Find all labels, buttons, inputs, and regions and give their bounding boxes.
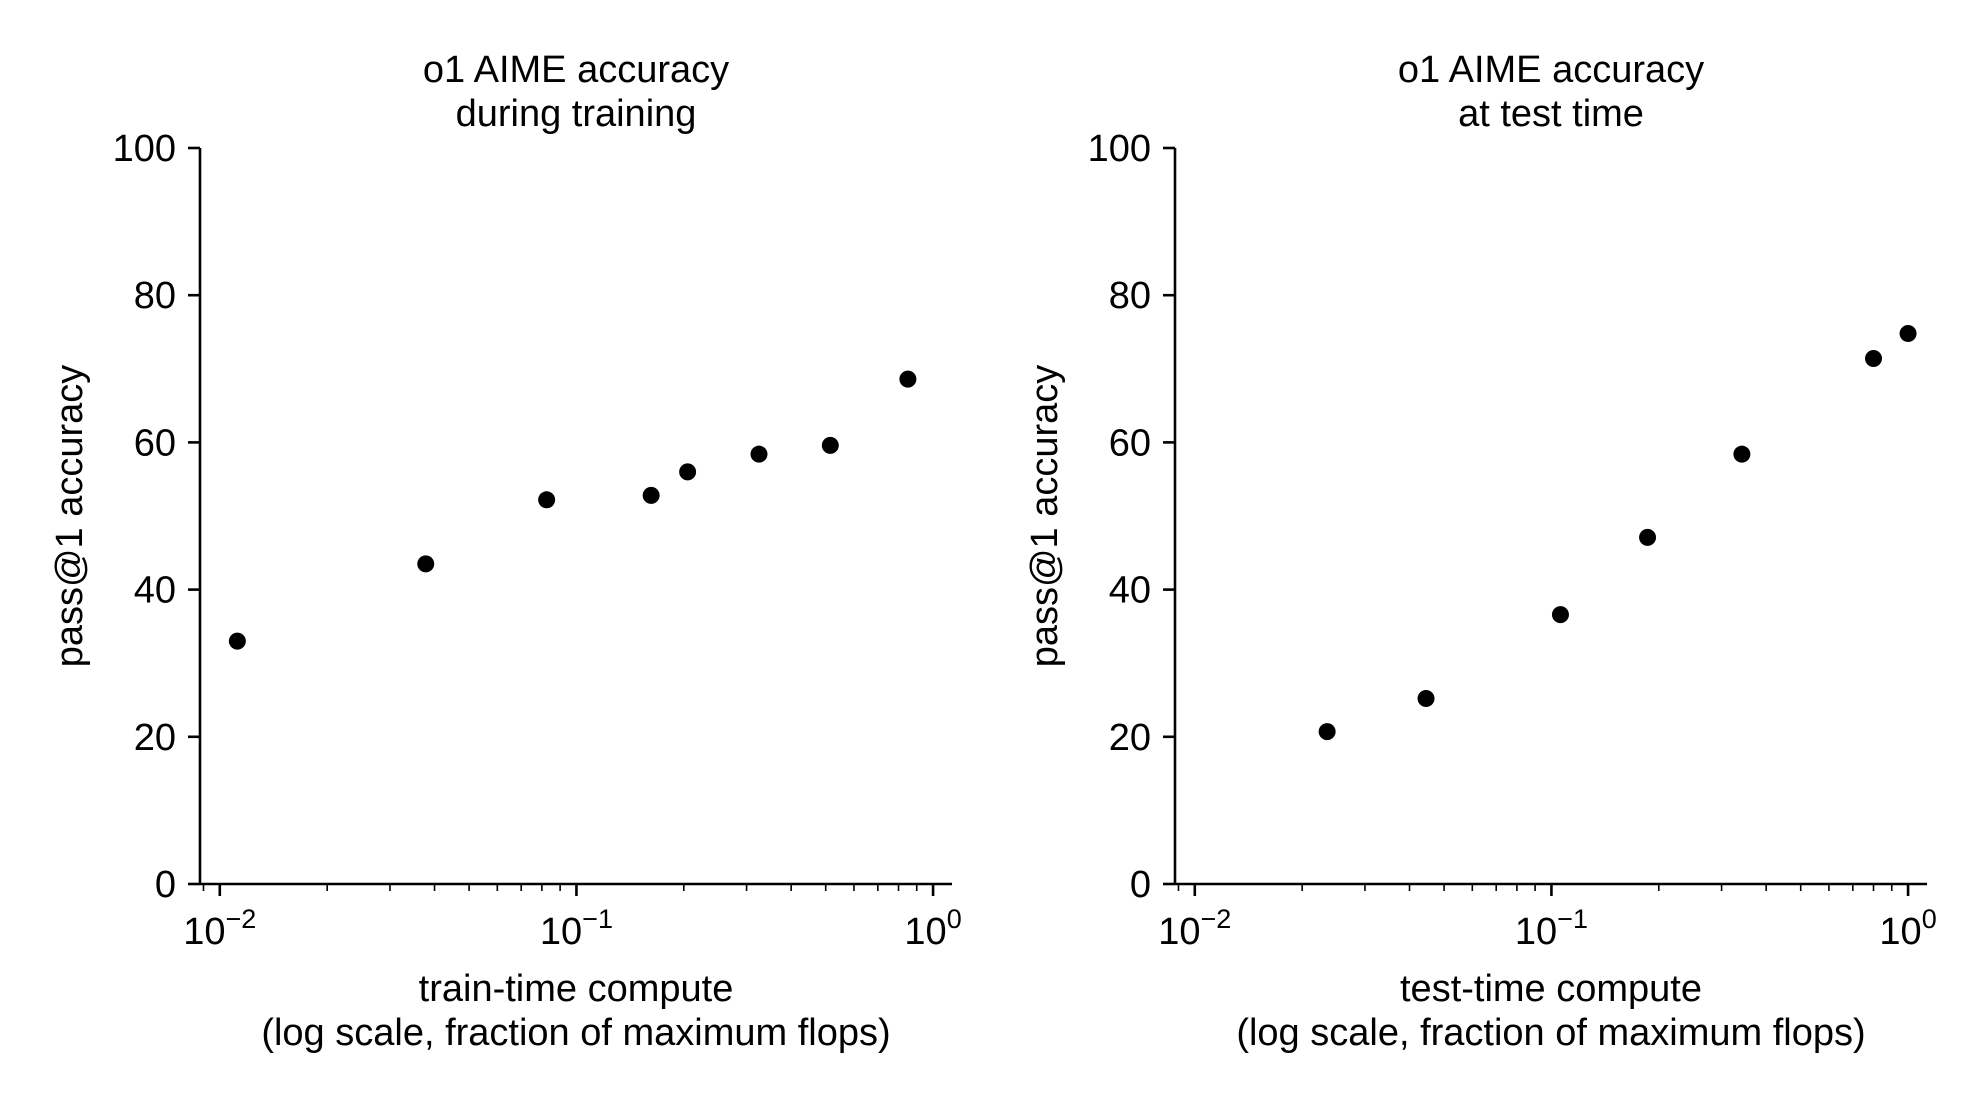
y-tick-label: 100 (113, 128, 176, 170)
y-axis-label: pass@1 accuracy (49, 365, 91, 668)
y-tick-label: 100 (1088, 128, 1151, 170)
x-tick-base: 10 (540, 911, 582, 953)
data-point (679, 463, 697, 481)
data-point (1639, 528, 1657, 546)
y-tick-label: 40 (134, 570, 176, 612)
y-tick-label: 20 (1109, 717, 1151, 759)
x-axis-label-line-0: test-time compute (1400, 968, 1702, 1010)
x-tick-label: 100 (1879, 904, 1936, 953)
y-tick-label: 20 (134, 717, 176, 759)
x-tick-base: 10 (1158, 911, 1200, 953)
data-point (821, 436, 839, 454)
x-tick-label: 10−2 (1158, 904, 1231, 953)
x-tick-label: 10−1 (540, 904, 613, 953)
data-point (1318, 723, 1336, 741)
chart-title-line-1: during training (456, 93, 697, 135)
x-axis-label-line-1: (log scale, fraction of maximum flops) (1236, 1012, 1865, 1054)
y-tick-label: 40 (1109, 570, 1151, 612)
y-tick-label: 80 (1109, 275, 1151, 317)
data-point (899, 370, 917, 388)
data-point (1733, 445, 1751, 463)
x-tick-base: 10 (1879, 911, 1921, 953)
y-tick-label: 0 (1130, 864, 1151, 906)
x-tick-label: 100 (904, 904, 961, 953)
data-point (642, 486, 660, 504)
chart-title-line-1: at test time (1458, 93, 1644, 135)
x-tick-base: 10 (904, 911, 946, 953)
data-point (1865, 349, 1883, 367)
x-axis-label-line-1: (log scale, fraction of maximum flops) (261, 1012, 890, 1054)
data-point (1899, 324, 1917, 342)
x-tick-label: 10−2 (183, 904, 256, 953)
x-tick-exponent: −1 (1557, 904, 1588, 934)
x-tick-label: 10−1 (1515, 904, 1588, 953)
data-point (1551, 606, 1569, 624)
y-axis-label: pass@1 accuracy (1024, 365, 1066, 668)
chart-title-line-0: o1 AIME accuracy (423, 49, 729, 91)
y-tick-label: 60 (1109, 422, 1151, 464)
y-tick-label: 0 (155, 864, 176, 906)
x-axis-label-line-0: train-time compute (419, 968, 734, 1010)
x-tick-base: 10 (1515, 911, 1557, 953)
x-tick-exponent: 0 (1922, 904, 1937, 934)
x-tick-exponent: −1 (582, 904, 613, 934)
y-tick-label: 60 (134, 422, 176, 464)
data-point (1417, 690, 1435, 708)
x-tick-exponent: −2 (226, 904, 257, 934)
chart-title-line-0: o1 AIME accuracy (1398, 49, 1704, 91)
x-tick-exponent: −2 (1201, 904, 1232, 934)
data-point (228, 632, 246, 650)
x-tick-exponent: 0 (947, 904, 962, 934)
x-tick-base: 10 (183, 911, 225, 953)
data-point (750, 445, 768, 463)
data-point (417, 555, 435, 573)
y-tick-label: 80 (134, 275, 176, 317)
data-point (538, 491, 556, 509)
